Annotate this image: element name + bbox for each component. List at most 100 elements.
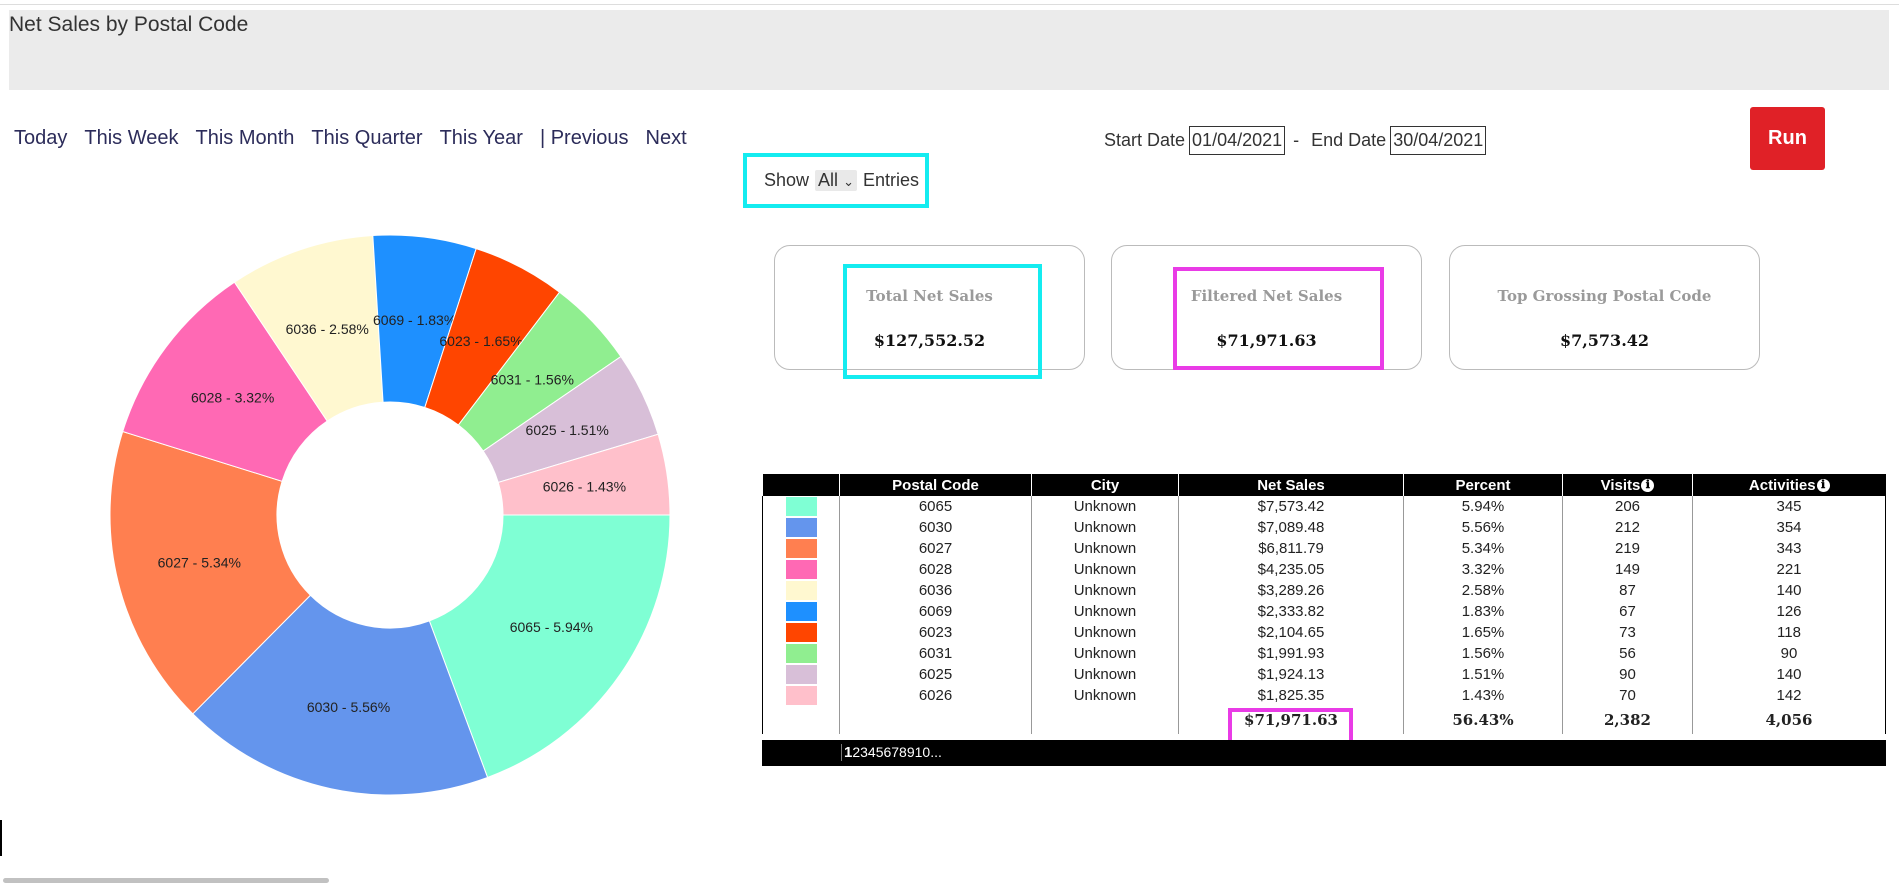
end-date-label: End Date xyxy=(1311,130,1387,150)
donut-slice-0[interactable] xyxy=(428,514,671,779)
header-postal-code[interactable]: Postal Code xyxy=(839,474,1032,496)
header-percent[interactable]: Percent xyxy=(1403,474,1563,496)
table-row[interactable]: 6065 Unknown $7,573.42 5.94% 206 345 xyxy=(762,496,1886,517)
total-visits: 2,382 xyxy=(1562,706,1693,734)
totals-row: $71,971.63 56.43% 2,382 4,056 xyxy=(762,706,1886,734)
nav-next[interactable]: Next xyxy=(645,127,687,149)
donut-label-2: 6027 - 5.34% xyxy=(158,554,241,570)
table-row[interactable]: 6028 Unknown $4,235.05 3.32% 149 221 xyxy=(762,559,1886,580)
run-button[interactable]: Run xyxy=(1750,107,1825,170)
net-sales-cell: $1,825.35 xyxy=(1178,685,1404,706)
activities-cell: 90 xyxy=(1692,643,1886,664)
nav-this-quarter[interactable]: This Quarter xyxy=(311,127,423,149)
activities-cell: 354 xyxy=(1692,517,1886,538)
donut-label-5: 6069 - 1.83% xyxy=(373,312,456,328)
nav-previous[interactable]: | Previous xyxy=(539,127,629,149)
color-cell xyxy=(762,496,840,517)
start-date-input[interactable]: 01/04/2021 xyxy=(1189,126,1286,155)
color-swatch xyxy=(785,623,817,642)
header-city[interactable]: City xyxy=(1031,474,1179,496)
horizontal-scrollbar[interactable] xyxy=(3,878,329,883)
donut-slice-1[interactable] xyxy=(192,594,489,796)
header-color xyxy=(762,474,840,496)
postal-code-cell: 6028 xyxy=(839,559,1032,580)
activities-cell: 140 xyxy=(1692,664,1886,685)
header-visits[interactable]: Visits ℹ xyxy=(1562,474,1693,496)
donut-slice-2[interactable] xyxy=(109,430,312,715)
color-swatch xyxy=(785,644,817,663)
donut-label-9: 6026 - 1.43% xyxy=(543,478,626,494)
visits-cell: 87 xyxy=(1562,580,1693,601)
city-cell: Unknown xyxy=(1031,622,1179,643)
donut-label-7: 6031 - 1.56% xyxy=(491,372,574,388)
activities-cell: 118 xyxy=(1692,622,1886,643)
percent-cell: 5.34% xyxy=(1403,538,1563,559)
table-row[interactable]: 6030 Unknown $7,089.48 5.56% 212 354 xyxy=(762,517,1886,538)
color-swatch xyxy=(785,686,817,705)
entries-select[interactable]: All ⌄ xyxy=(815,170,857,191)
postal-code-cell: 6027 xyxy=(839,538,1032,559)
nav-this-month[interactable]: This Month xyxy=(195,127,295,149)
postal-code-cell: 6025 xyxy=(839,664,1032,685)
nav-this-week[interactable]: This Week xyxy=(84,127,179,149)
donut-label-0: 6065 - 5.94% xyxy=(510,619,593,635)
donut-label-3: 6028 - 3.32% xyxy=(191,389,274,405)
date-range-nav: Today This Week This Month This Quarter … xyxy=(14,127,704,150)
text-cursor xyxy=(0,820,2,856)
entries-label: Entries xyxy=(862,170,919,190)
card-title: Total Net Sales xyxy=(866,287,993,305)
header-activities[interactable]: Activities ℹ xyxy=(1692,474,1886,496)
table-row[interactable]: 6069 Unknown $2,333.82 1.83% 67 126 xyxy=(762,601,1886,622)
percent-cell: 1.65% xyxy=(1403,622,1563,643)
color-swatch xyxy=(785,497,817,516)
city-cell: Unknown xyxy=(1031,538,1179,559)
visits-cell: 90 xyxy=(1562,664,1693,685)
table-row[interactable]: 6027 Unknown $6,811.79 5.34% 219 343 xyxy=(762,538,1886,559)
table-row[interactable]: 6025 Unknown $1,924.13 1.51% 90 140 xyxy=(762,664,1886,685)
header-net-sales[interactable]: Net Sales xyxy=(1178,474,1404,496)
activities-cell: 221 xyxy=(1692,559,1886,580)
page-links[interactable]: 2345678910... xyxy=(852,744,942,760)
city-cell: Unknown xyxy=(1031,643,1179,664)
percent-cell: 1.83% xyxy=(1403,601,1563,622)
city-cell: Unknown xyxy=(1031,664,1179,685)
donut-slice-9[interactable] xyxy=(497,433,671,516)
start-date-label: Start Date xyxy=(1104,130,1186,150)
color-cell xyxy=(762,601,840,622)
net-sales-cell: $1,924.13 xyxy=(1178,664,1404,685)
nav-today[interactable]: Today xyxy=(14,127,68,149)
percent-cell: 2.58% xyxy=(1403,580,1563,601)
activities-cell: 343 xyxy=(1692,538,1886,559)
info-icon[interactable]: ℹ xyxy=(1641,479,1655,493)
donut-slice-3[interactable] xyxy=(122,281,328,482)
visits-cell: 56 xyxy=(1562,643,1693,664)
postal-code-cell: 6023 xyxy=(839,622,1032,643)
color-cell xyxy=(762,580,840,601)
color-cell xyxy=(762,643,840,664)
color-cell xyxy=(762,664,840,685)
city-cell: Unknown xyxy=(1031,601,1179,622)
color-swatch xyxy=(785,518,817,537)
city-cell: Unknown xyxy=(1031,580,1179,601)
pagination-bar: 12345678910... xyxy=(762,740,1886,766)
nav-this-year[interactable]: This Year xyxy=(439,127,523,149)
end-date-input[interactable]: 30/04/2021 xyxy=(1390,126,1487,155)
table-row[interactable]: 6026 Unknown $1,825.35 1.43% 70 142 xyxy=(762,685,1886,706)
page-current[interactable]: 1 xyxy=(844,744,853,761)
net-sales-cell: $2,333.82 xyxy=(1178,601,1404,622)
activities-cell: 140 xyxy=(1692,580,1886,601)
visits-cell: 73 xyxy=(1562,622,1693,643)
highlight-box-total xyxy=(843,264,1042,379)
entries-select-value: All xyxy=(818,170,839,190)
table-row[interactable]: 6036 Unknown $3,289.26 2.58% 87 140 xyxy=(762,580,1886,601)
visits-cell: 206 xyxy=(1562,496,1693,517)
color-swatch xyxy=(785,560,817,579)
info-icon[interactable]: ℹ xyxy=(1816,479,1830,493)
total-percent: 56.43% xyxy=(1403,706,1563,734)
table-row[interactable]: 6023 Unknown $2,104.65 1.65% 73 118 xyxy=(762,622,1886,643)
totals-empty xyxy=(1031,706,1179,734)
top-grossing-card: Top Grossing Postal Code $7,573.42 xyxy=(1449,245,1760,370)
net-sales-cell: $2,104.65 xyxy=(1178,622,1404,643)
chevron-down-icon: ⌄ xyxy=(843,174,854,189)
table-row[interactable]: 6031 Unknown $1,991.93 1.56% 56 90 xyxy=(762,643,1886,664)
